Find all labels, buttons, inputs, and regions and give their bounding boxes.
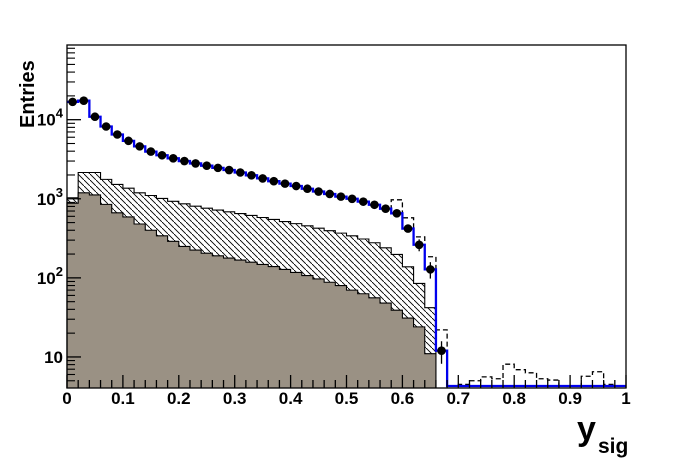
data-point	[414, 240, 424, 250]
data-point	[202, 161, 212, 171]
y-tick-label: 10	[44, 348, 63, 367]
y-tick-label: 103	[37, 185, 63, 209]
x-tick-label: 0.3	[223, 389, 247, 408]
y-tick-label: 104	[37, 106, 64, 130]
x-axis-title-subscript: sig	[598, 435, 628, 458]
x-tick-label: 0.2	[167, 389, 191, 408]
x-tick-label: 0.5	[335, 389, 359, 408]
data-point	[168, 153, 178, 163]
x-tick-label: 0.9	[558, 389, 582, 408]
data-point	[157, 150, 167, 160]
data-point	[370, 200, 379, 210]
data-point	[90, 112, 100, 122]
data-points-series	[68, 96, 446, 364]
data-point	[303, 184, 312, 194]
data-point	[79, 96, 89, 105]
x-tick-label: 0	[62, 389, 71, 408]
x-tick-label: 0.8	[502, 389, 526, 408]
data-point	[258, 174, 267, 183]
data-point	[336, 192, 346, 201]
data-point	[180, 156, 189, 166]
x-tick-label: 0.1	[111, 389, 135, 408]
data-point	[325, 189, 335, 199]
y-axis-title: Entries	[17, 60, 39, 128]
data-point	[291, 181, 301, 191]
x-tick-label: 0.6	[391, 389, 415, 408]
data-point	[224, 165, 234, 175]
y-tick-labels: 10 102 103 104	[37, 106, 64, 367]
data-point	[358, 197, 368, 206]
data-point	[381, 204, 390, 213]
data-point	[314, 187, 323, 196]
x-axis-ticks	[66, 375, 627, 388]
x-tick-labels: 0 0.1 0.2 0.3 0.4 0.5 0.6 0.7 0.8 0.9 1	[62, 389, 630, 408]
data-point	[247, 171, 256, 180]
data-point	[235, 168, 245, 177]
data-point	[392, 209, 402, 218]
data-point	[124, 136, 133, 146]
data-point	[426, 265, 435, 274]
data-point	[280, 179, 290, 188]
data-point	[213, 163, 223, 173]
data-point	[146, 147, 156, 156]
data-point	[113, 130, 122, 139]
x-axis-title-main: y	[577, 410, 596, 448]
data-point	[403, 224, 413, 233]
x-tick-label: 0.7	[446, 389, 470, 408]
data-point	[437, 346, 446, 355]
gray-histogram	[66, 192, 437, 389]
x-tick-label: 1	[621, 389, 630, 408]
data-point	[68, 97, 77, 107]
data-point	[135, 142, 144, 151]
data-point	[347, 194, 357, 204]
x-axis-title: y sig	[577, 410, 628, 458]
data-point	[101, 122, 111, 131]
data-point	[191, 159, 200, 168]
y-tick-label: 102	[37, 264, 63, 288]
y-axis-ticks	[67, 47, 81, 382]
data-point	[269, 176, 279, 186]
x-tick-label: 0.4	[279, 389, 303, 408]
